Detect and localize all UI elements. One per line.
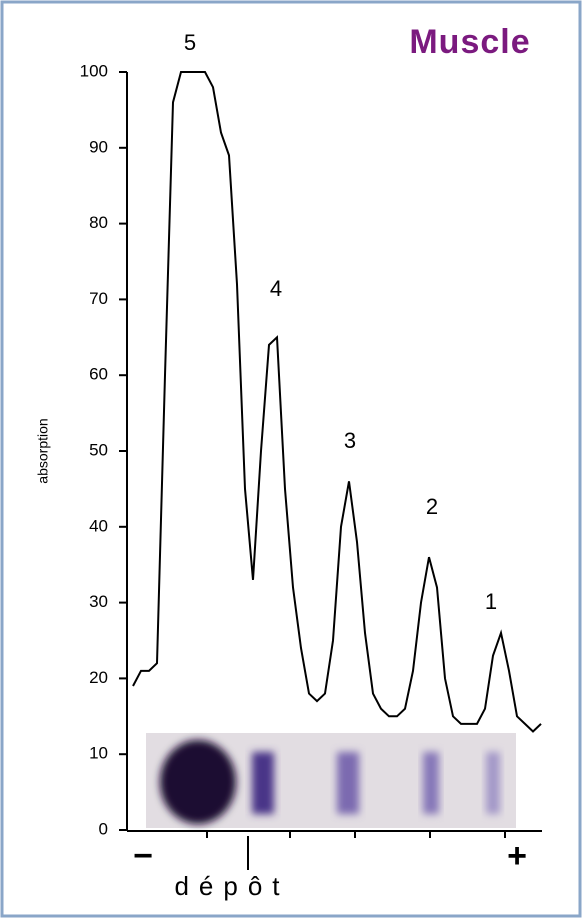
x-marker-label: dépôt	[174, 871, 289, 901]
peak-label: 2	[426, 494, 438, 519]
chart: Muscle absorption − + dépôt 0 10 20 30 40 50 6…	[0, 0, 582, 918]
y-tick-label: 10	[89, 744, 108, 763]
peak-label: 5	[184, 30, 196, 55]
gel-image	[146, 733, 516, 828]
y-tick-label: 40	[89, 516, 108, 535]
y-tick-label: 80	[89, 213, 108, 232]
y-tick-label: 30	[89, 592, 108, 611]
y-tick-label: 0	[99, 819, 108, 838]
y-tick-label: 60	[89, 365, 108, 384]
peak-label: 4	[270, 276, 282, 301]
page: Muscle absorption − + dépôt 0 10 20 30 40 50 6…	[0, 0, 582, 918]
y-tick-label: 20	[89, 668, 108, 687]
x-end-label: +	[507, 837, 527, 875]
y-axis-label: absorption	[35, 418, 51, 483]
y-tick-label: 90	[89, 137, 108, 156]
peak-label: 3	[344, 428, 356, 453]
y-tick-label: 100	[80, 61, 108, 80]
x-start-label: −	[133, 837, 153, 875]
chart-title: Muscle	[409, 23, 530, 61]
peak-label: 1	[485, 589, 497, 614]
y-tick-label: 70	[89, 289, 108, 308]
y-tick-label: 50	[89, 440, 108, 459]
